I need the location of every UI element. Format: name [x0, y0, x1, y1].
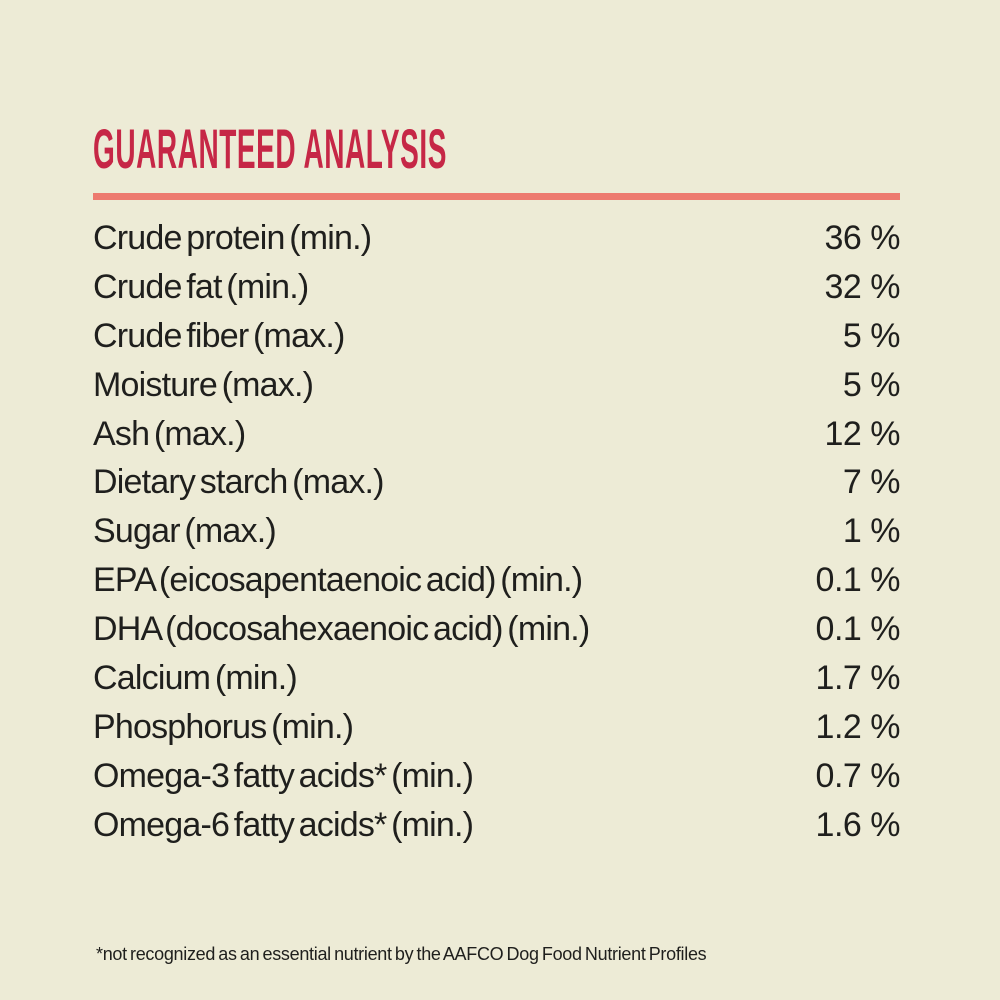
nutrient-value: 0.1 %: [815, 610, 901, 649]
nutrient-label: Sugar (max.): [93, 512, 277, 551]
table-row: Crude fat (min.) 32 %: [93, 263, 900, 312]
section-title: GUARANTEED ANALYSIS: [93, 117, 447, 181]
nutrient-value: 32 %: [824, 267, 901, 306]
table-row: Crude protein (min.) 36 %: [93, 214, 900, 263]
table-row: Dietary starch (max.) 7 %: [93, 458, 901, 507]
aafco-footnote: *not recognized as an essential nutrient…: [96, 944, 707, 964]
nutrient-label: Ash (max.): [93, 414, 246, 453]
table-row: DHA (docosahexaenoic acid) (min.) 0.1 %: [93, 605, 901, 654]
nutrient-value: 1 %: [842, 512, 901, 551]
table-row: EPA (eicosapentaenoic acid) (min.) 0.1 %: [93, 556, 901, 605]
nutrient-value: 12 %: [824, 414, 901, 453]
nutrient-value: 7 %: [842, 463, 901, 502]
table-row: Calcium (min.) 1.7 %: [93, 654, 901, 703]
nutrient-label: EPA (eicosapentaenoic acid) (min.): [93, 561, 583, 600]
analysis-table: Crude protein (min.) 36 % Crude fat (min…: [93, 214, 901, 850]
nutrient-label: Crude fat (min.): [93, 267, 309, 306]
nutrient-label: Crude protein (min.): [93, 219, 372, 257]
nutrient-label: DHA (docosahexaenoic acid) (min.): [93, 610, 590, 649]
guaranteed-analysis-section: GUARANTEED ANALYSIS Crude protein (min.)…: [93, 120, 901, 850]
nutrient-value: 5 %: [842, 316, 901, 355]
nutrient-value: 1.6 %: [815, 805, 901, 844]
nutrient-value: 0.7 %: [815, 756, 901, 795]
nutrient-label: Omega-6 fatty acids* (min.): [93, 805, 474, 844]
nutrient-label: Crude fiber (max.): [93, 316, 345, 355]
nutrient-value: 1.7 %: [815, 659, 901, 698]
table-row: Omega-6 fatty acids* (min.) 1.6 %: [93, 801, 901, 850]
nutrient-label: Calcium (min.): [93, 659, 298, 698]
table-row: Sugar (max.) 1 %: [93, 507, 901, 556]
nutrient-label: Moisture (max.): [93, 365, 314, 404]
nutrient-label: Omega-3 fatty acids* (min.): [93, 756, 474, 795]
table-row: Omega-3 fatty acids* (min.) 0.7 %: [93, 752, 901, 801]
table-row: Crude fiber (max.) 5 %: [93, 312, 901, 361]
table-row: Phosphorus (min.) 1.2 %: [93, 703, 901, 752]
nutrient-label: Dietary starch (max.): [93, 463, 385, 502]
nutrient-value: 36 %: [824, 219, 901, 257]
table-row: Ash (max.) 12 %: [93, 410, 900, 459]
nutrient-label: Phosphorus (min.): [93, 707, 354, 746]
nutrient-value: 1.2 %: [815, 707, 901, 746]
nutrient-value: 0.1 %: [815, 561, 901, 600]
table-row: Moisture (max.) 5 %: [93, 361, 901, 410]
nutrient-value: 5 %: [842, 365, 901, 404]
divider-rule: [93, 193, 900, 200]
